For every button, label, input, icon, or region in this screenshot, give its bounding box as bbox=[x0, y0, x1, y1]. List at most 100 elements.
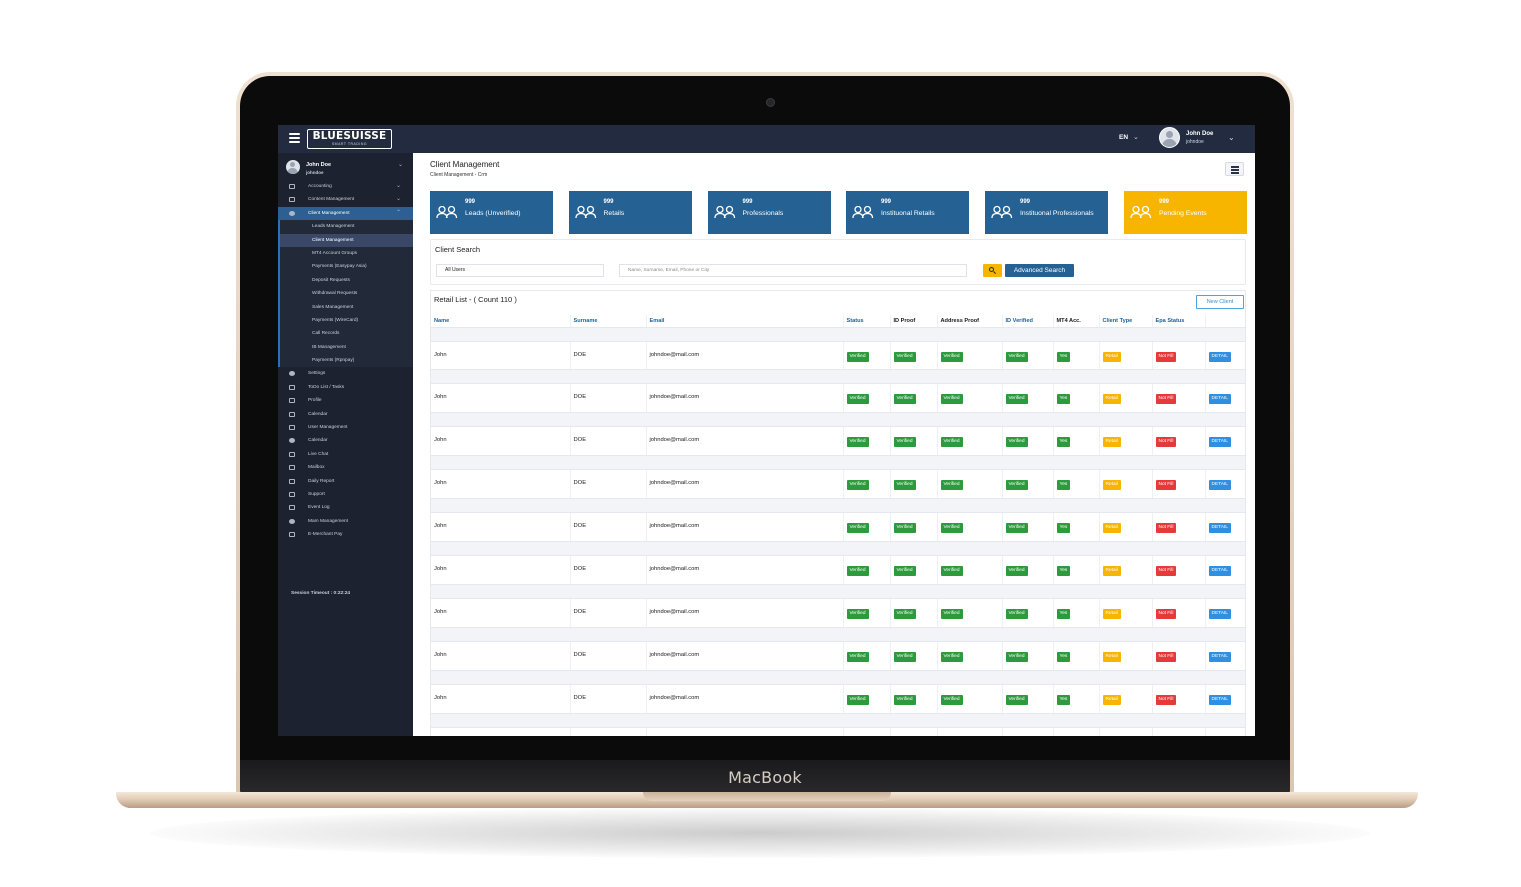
sidebar-item-mam-management[interactable]: Mam Management bbox=[278, 515, 413, 528]
sidebar-item-settings[interactable]: Settings bbox=[278, 367, 413, 380]
stat-card[interactable]: 999 Instituonal Professionals bbox=[985, 191, 1108, 234]
sidebar-item-e-merchant-pay[interactable]: E-Merchant Pay bbox=[278, 528, 413, 541]
search-icon bbox=[989, 267, 994, 272]
cell-email: johndoe@mail.com bbox=[646, 555, 844, 585]
stat-card[interactable]: 999 Professionals bbox=[707, 191, 831, 234]
language-selector[interactable]: EN bbox=[1119, 134, 1129, 141]
detail-button[interactable]: DETAIL bbox=[1208, 437, 1231, 448]
column-header[interactable]: Client Type bbox=[1099, 315, 1153, 328]
search-input[interactable]: Name, Surname, Email, Phone or City bbox=[619, 264, 967, 277]
wallet-icon bbox=[289, 184, 295, 189]
chevron-down-icon[interactable]: ⌄ bbox=[1133, 134, 1139, 141]
sidebar-item-label: Call Records bbox=[312, 331, 340, 337]
chevron-down-icon[interactable]: ⌄ bbox=[395, 196, 401, 203]
mail-icon bbox=[289, 465, 295, 471]
avatar[interactable] bbox=[1159, 127, 1180, 148]
detail-button[interactable]: DETAIL bbox=[1208, 565, 1231, 576]
user-name: John Doe bbox=[1186, 131, 1214, 137]
sidebar-item-deposit-requests[interactable]: Deposit Requests bbox=[278, 273, 413, 288]
stat-card[interactable]: 999 Retails bbox=[568, 191, 692, 234]
sidebar-item-todo-list-tasks[interactable]: ToDo List / Tasks bbox=[278, 381, 413, 394]
sidebar-item-payments-easypay-asia[interactable]: Payments (Easypay Asia) bbox=[278, 260, 413, 274]
sidebar-item-accounting[interactable]: Accounting ⌄ bbox=[278, 180, 413, 193]
advanced-search-button[interactable]: Advanced Search bbox=[1005, 264, 1074, 277]
stat-card[interactable]: 999 Leads (Unverified) bbox=[430, 191, 553, 234]
stat-card[interactable]: 999 Instituonal Retails bbox=[846, 191, 969, 234]
sidebar-item-client-management[interactable]: Client Management bbox=[278, 233, 413, 247]
column-header[interactable]: Name bbox=[431, 315, 571, 328]
sidebar-item-support[interactable]: Support bbox=[278, 488, 413, 501]
chevron-down-icon[interactable]: ⌄ bbox=[397, 162, 403, 168]
sidebar-item-mailbox[interactable]: Mailbox bbox=[278, 461, 413, 474]
sidebar-item-event-log[interactable]: Event Log bbox=[278, 501, 413, 514]
sidebar-item-profile[interactable]: Profile bbox=[278, 394, 413, 407]
sidebar-item-user-management[interactable]: User Management bbox=[278, 421, 413, 434]
sidebar-user-handle: johndoe bbox=[306, 170, 324, 175]
sidebar-item-leads-management[interactable]: Leads Management bbox=[278, 220, 413, 234]
sidebar-item-calendar[interactable]: Calendar bbox=[278, 434, 413, 447]
column-header[interactable]: ID Proof bbox=[890, 315, 938, 328]
table-row[interactable]: JohnDOEjohndoe@mail.comVerifiedVerifiedV… bbox=[431, 727, 1245, 736]
detail-button[interactable]: DETAIL bbox=[1208, 608, 1231, 619]
detail-button[interactable]: DETAIL bbox=[1208, 651, 1231, 662]
chevron-down-icon[interactable]: ⌃ bbox=[395, 209, 401, 216]
options-menu-button[interactable] bbox=[1225, 162, 1244, 176]
column-header[interactable]: Status bbox=[843, 315, 891, 328]
column-header[interactable]: MT4 Acc. bbox=[1053, 315, 1100, 328]
row-spacer bbox=[431, 584, 1245, 599]
sidebar-item-sales-management[interactable]: Sales Management bbox=[278, 300, 413, 314]
cell-email: johndoe@mail.com bbox=[646, 727, 844, 736]
detail-button[interactable]: DETAIL bbox=[1208, 523, 1231, 534]
sidebar-item-withdrawal-requests[interactable]: Withdrawal Requests bbox=[278, 287, 413, 301]
sidebar-item-live-chat[interactable]: Live Chat bbox=[278, 448, 413, 461]
sidebar-item-ib-management[interactable]: IB Management bbox=[278, 340, 413, 355]
chevron-down-icon[interactable]: ⌄ bbox=[1228, 133, 1235, 142]
sidebar-item-payments-rpnpay[interactable]: Payments (Rpnpay) bbox=[278, 354, 413, 368]
cell-client-type: Retail bbox=[1099, 555, 1153, 585]
detail-button[interactable]: DETAIL bbox=[1208, 394, 1231, 405]
sidebar-item-daily-report[interactable]: Daily Report bbox=[278, 475, 413, 488]
column-header[interactable]: Email bbox=[646, 315, 844, 328]
device-label: MacBook bbox=[728, 768, 802, 787]
column-header[interactable]: Surname bbox=[570, 315, 647, 328]
search-button[interactable] bbox=[983, 264, 1002, 277]
user-filter-select[interactable]: All Users bbox=[436, 264, 604, 277]
brand-tagline: SMART TRADING bbox=[331, 142, 368, 146]
column-header[interactable]: ID Verified bbox=[1002, 315, 1054, 328]
sidebar-item-client-management[interactable]: Client Management ⌃ bbox=[278, 206, 413, 221]
sidebar-item-call-records[interactable]: Call Records bbox=[278, 327, 413, 341]
detail-button[interactable]: DETAIL bbox=[1208, 694, 1231, 705]
sidebar-user[interactable]: John Doe johndoe ⌄ bbox=[278, 157, 413, 179]
cell-status: Verified bbox=[843, 469, 891, 500]
sidebar-item-payments-wirecard[interactable]: Payments (WireCard) bbox=[278, 313, 413, 328]
app-screen: BLUESUISSE SMART TRADING EN ⌄ John Doe j… bbox=[278, 125, 1255, 736]
stat-card[interactable]: 999 Pending Events bbox=[1124, 191, 1247, 234]
sidebar-item-content-management[interactable]: Content Management ⌄ bbox=[278, 193, 413, 206]
sidebar-item-calendar[interactable]: Calendar bbox=[278, 408, 413, 421]
new-client-button[interactable]: New Client bbox=[1196, 295, 1244, 309]
chevron-down-icon[interactable]: ⌄ bbox=[395, 183, 401, 189]
sidebar-item-mt4-account-groups[interactable]: MT4 Account Groups bbox=[278, 246, 413, 261]
cell-mt4: Yes bbox=[1053, 426, 1100, 457]
brand-logo[interactable]: BLUESUISSE SMART TRADING bbox=[307, 129, 392, 149]
detail-button[interactable]: DETAIL bbox=[1208, 480, 1231, 491]
badge-address-proof: Verified bbox=[940, 651, 963, 662]
badge-client-type: Retail bbox=[1102, 394, 1121, 405]
column-header[interactable]: Epa Status bbox=[1152, 315, 1206, 328]
detail-button[interactable]: DETAIL bbox=[1208, 351, 1231, 362]
hamburger-menu-icon[interactable] bbox=[289, 133, 300, 143]
user-menu[interactable]: John Doe johndoe bbox=[1186, 130, 1213, 146]
column-header[interactable]: Address Proof bbox=[937, 315, 1003, 328]
cell-address-proof: Verified bbox=[937, 555, 1003, 585]
cell-email: johndoe@mail.com bbox=[646, 426, 844, 457]
sidebar-item-label: Payments (Rpnpay) bbox=[312, 358, 355, 364]
